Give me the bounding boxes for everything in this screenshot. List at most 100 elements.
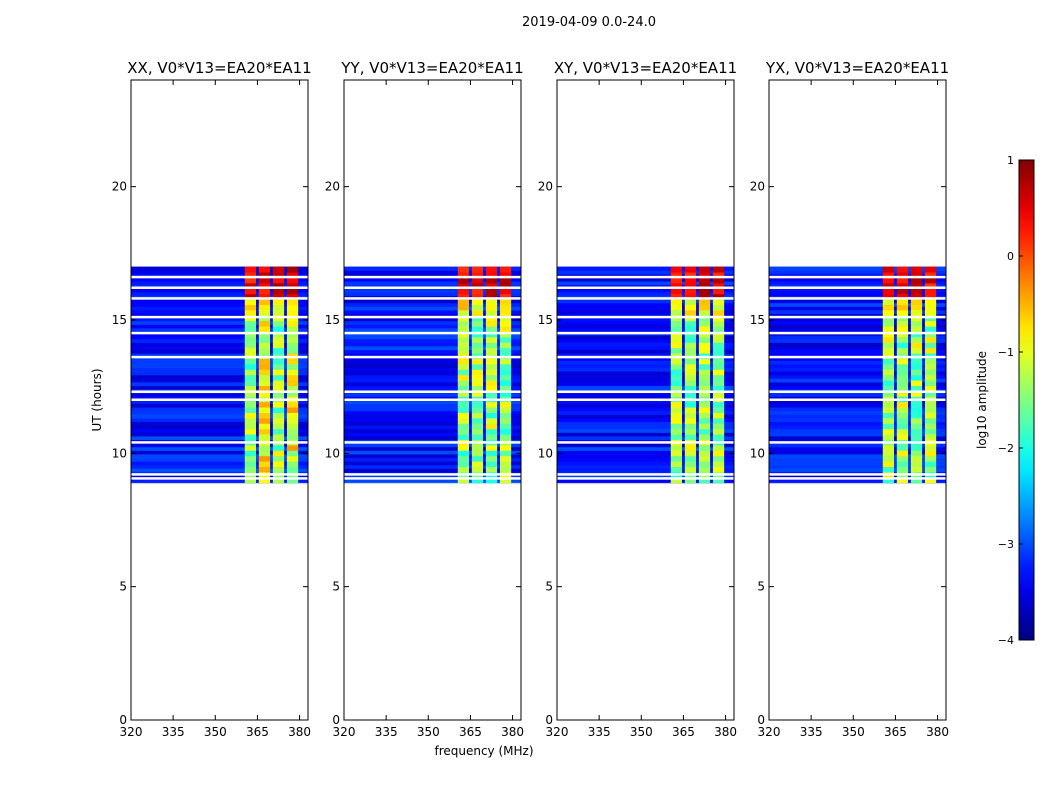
subband-cell <box>924 358 937 365</box>
noise-row <box>131 432 308 437</box>
subband-cell <box>471 293 484 300</box>
subband-cell <box>258 320 271 327</box>
axes-frame <box>768 79 947 721</box>
subband-cell <box>244 434 257 440</box>
noise-row <box>769 353 946 358</box>
subband-cell <box>485 434 498 440</box>
noise-row <box>769 428 946 433</box>
noise-row <box>557 378 734 383</box>
subband-cell <box>698 369 711 376</box>
noise-row <box>769 324 946 329</box>
noise-row <box>557 353 734 358</box>
subband-cell <box>457 434 470 440</box>
subband-cell <box>698 417 711 424</box>
noise-row <box>769 342 946 347</box>
noise-row <box>344 443 521 448</box>
subband-cell <box>712 380 725 386</box>
flagged-row <box>344 286 521 289</box>
subband-cell <box>258 417 271 424</box>
noise-row <box>557 453 734 459</box>
noise-row <box>769 414 946 419</box>
subband-cell <box>684 461 697 467</box>
noise-row <box>557 414 734 419</box>
subband-cell <box>471 412 484 419</box>
subband-cell <box>882 461 895 467</box>
noise-row <box>131 342 308 347</box>
subband-cell <box>485 304 498 311</box>
subband-cell <box>924 369 937 376</box>
noise-row <box>344 299 521 304</box>
noise-row <box>131 299 308 304</box>
noise-row <box>557 270 734 275</box>
subband-cell <box>499 320 512 327</box>
subband-cell <box>244 347 257 354</box>
subband-cell <box>272 401 285 408</box>
subband-cell <box>670 390 683 397</box>
subband-cell <box>670 369 683 376</box>
noise-row <box>131 349 308 354</box>
subband-cell <box>882 417 895 424</box>
subband-cell <box>924 331 937 338</box>
x-tick-label: 320 <box>120 725 143 739</box>
noise-row <box>769 446 946 451</box>
noise-row <box>131 425 308 430</box>
subband-cell <box>670 450 683 457</box>
noise-row <box>557 335 734 340</box>
subband-cell <box>499 358 512 365</box>
noise-row <box>344 453 521 459</box>
subband-cell <box>272 417 285 424</box>
subband-cell <box>471 309 484 316</box>
subband-cell <box>910 288 923 295</box>
subband-cell <box>910 266 923 273</box>
panel-xx: XX, V0*V13=EA20*EA11 320 335 350 365 380 0 5 10 1… <box>112 59 312 739</box>
noise-row <box>769 396 946 401</box>
subband-cell <box>882 288 895 295</box>
y-tick-label: 5 <box>119 580 127 594</box>
subband-cell <box>244 369 257 376</box>
noise-row <box>557 399 734 405</box>
noise-row <box>557 363 734 369</box>
subband-cell <box>910 299 923 305</box>
subband-cell <box>272 428 285 435</box>
subband-cell <box>684 434 697 440</box>
noise-row <box>131 450 308 455</box>
subband-cell <box>910 272 923 278</box>
flagged-row <box>557 286 734 289</box>
noise-row <box>344 345 521 351</box>
noise-row <box>131 309 308 315</box>
noise-row <box>344 367 521 372</box>
subband-cell <box>272 407 285 413</box>
noise-row <box>131 270 308 275</box>
subband-cell <box>286 309 299 316</box>
noise-row <box>344 270 521 275</box>
subband-cell <box>499 342 512 349</box>
noise-row <box>557 385 734 390</box>
flagged-row <box>769 331 946 335</box>
subband-cell <box>258 369 271 376</box>
subband-cell <box>882 369 895 376</box>
subband-cell <box>684 347 697 354</box>
noise-row <box>769 367 946 372</box>
subband-cell <box>258 331 271 338</box>
subband-cell <box>244 380 257 386</box>
x-axis-label: frequency (MHz) <box>434 744 533 758</box>
noise-row <box>344 450 521 455</box>
subband-cell <box>272 309 285 316</box>
noise-row <box>344 378 521 383</box>
subband-cell <box>499 477 512 484</box>
subband-cell <box>258 380 271 386</box>
noise-row <box>344 338 521 343</box>
subband-cell <box>670 423 683 430</box>
noise-row <box>131 446 308 451</box>
subband-cell <box>471 385 484 392</box>
subband-cell <box>286 342 299 349</box>
flagged-row <box>769 286 946 289</box>
subband-cell <box>698 477 711 484</box>
subband-cell <box>712 293 725 300</box>
noise-row <box>769 407 946 412</box>
subband-cell <box>698 455 711 462</box>
noise-row <box>344 356 521 361</box>
subband-cell <box>286 320 299 327</box>
y-tick-label: 10 <box>112 446 127 460</box>
flagged-row <box>344 390 521 393</box>
